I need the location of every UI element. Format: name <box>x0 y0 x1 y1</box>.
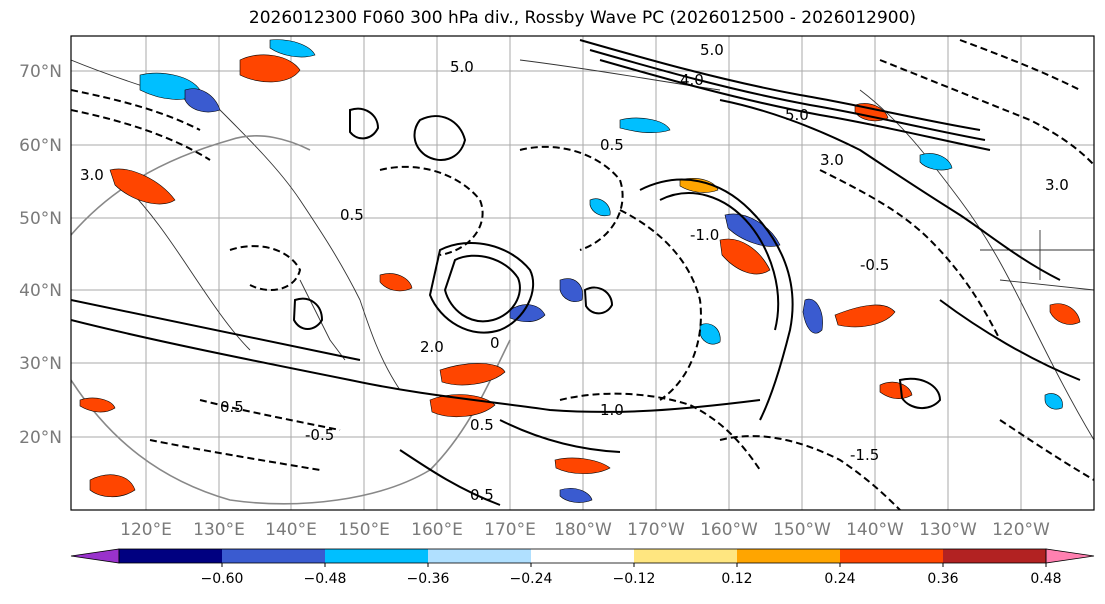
colorbar-tick-label: 0.24 <box>824 571 855 587</box>
map-title: 2026012300 F060 300 hPa div., Rossby Wav… <box>248 8 917 28</box>
lon-label: 160°E <box>411 520 463 540</box>
colorbar-segment <box>531 549 635 563</box>
lat-label: 60°N <box>19 136 62 156</box>
contour-label: 0 <box>490 334 500 352</box>
latitude-labels: 70°N 60°N 50°N 40°N 30°N 20°N <box>19 62 62 448</box>
contour-label: 0.5 <box>600 136 624 154</box>
contour-label: 5.0 <box>785 106 809 124</box>
colorbar-extend-low <box>70 548 120 564</box>
colorbar-segment <box>840 549 944 563</box>
lon-label: 180°W <box>554 520 612 540</box>
contour-label: 3.0 <box>1045 176 1069 194</box>
lon-label: 150°W <box>773 520 831 540</box>
colorbar-segment <box>119 549 223 563</box>
longitude-labels: 120°E 130°E 140°E 150°E 160°E 170°E 180°W 170°W… <box>120 520 1050 540</box>
colorbar-segment <box>737 549 841 563</box>
lat-label: 50°N <box>19 209 62 229</box>
contour-label: 4.0 <box>680 71 704 89</box>
contour-label: 0.5 <box>220 398 244 416</box>
lat-label: 20°N <box>19 428 62 448</box>
colorbar-segment <box>222 549 326 563</box>
lon-label: 130°W <box>919 520 977 540</box>
contour-labels: 5.0 5.0 5.0 4.0 3.0 3.0 3.0 2.0 1.0 0.5 … <box>80 41 1069 504</box>
contour-label: -1.5 <box>850 446 879 464</box>
contour-label: -0.5 <box>305 426 334 444</box>
lon-label: 120°E <box>120 520 172 540</box>
lat-label: 40°N <box>19 281 62 301</box>
trajectory-line-north <box>71 135 311 236</box>
colorbar: −0.60 −0.48 −0.36 −0.24 −0.12 0.12 0.24 0.36 0.4… <box>70 548 1095 587</box>
contour-label: 0.5 <box>470 416 494 434</box>
divergence-shading <box>79 39 1081 503</box>
colorbar-tick-label: −0.24 <box>510 571 553 587</box>
lon-label: 170°E <box>484 520 536 540</box>
lon-label: 140°E <box>265 520 317 540</box>
map-border <box>70 35 1095 511</box>
lon-label: 170°W <box>627 520 685 540</box>
contour-label: 2.0 <box>420 338 444 356</box>
map-field: 5.0 5.0 5.0 4.0 3.0 3.0 3.0 2.0 1.0 0.5 … <box>71 36 1094 510</box>
contour-label: 5.0 <box>450 58 474 76</box>
contour-label: 3.0 <box>820 151 844 169</box>
colorbar-tick-label: 0.36 <box>927 571 958 587</box>
colorbar-tick-label: −0.60 <box>201 571 244 587</box>
coastlines <box>71 59 1094 441</box>
lat-label: 30°N <box>19 354 62 374</box>
colorbar-tick-label: 0.12 <box>721 571 752 587</box>
colorbar-segment <box>634 549 738 563</box>
dashed-contours <box>71 39 1094 510</box>
colorbar-tick-label: −0.48 <box>304 571 347 587</box>
solid-contours <box>71 39 1081 506</box>
lon-label: 120°W <box>992 520 1050 540</box>
contour-label: 5.0 <box>700 41 724 59</box>
colorbar-segment <box>943 549 1047 563</box>
gridlines <box>71 36 1094 510</box>
colorbar-tick-label: −0.36 <box>407 571 450 587</box>
colorbar-tick-label: 0.48 <box>1030 571 1061 587</box>
contour-label: 0.5 <box>470 486 494 504</box>
colorbar-tick-label: −0.12 <box>613 571 656 587</box>
lon-label: 160°W <box>700 520 758 540</box>
contour-label: 3.0 <box>80 166 104 184</box>
colorbar-segment <box>325 549 429 563</box>
lon-label: 150°E <box>338 520 390 540</box>
contour-label: -0.5 <box>860 256 889 274</box>
contour-label: -1.0 <box>690 226 719 244</box>
colorbar-extend-high <box>1045 548 1095 564</box>
lon-label: 130°E <box>193 520 245 540</box>
contour-label: 1.0 <box>600 401 624 419</box>
contour-label: 0.5 <box>340 206 364 224</box>
lat-label: 70°N <box>19 62 62 82</box>
lon-label: 140°W <box>846 520 904 540</box>
colorbar-segment <box>428 549 532 563</box>
colorbar-outline <box>118 548 1047 564</box>
